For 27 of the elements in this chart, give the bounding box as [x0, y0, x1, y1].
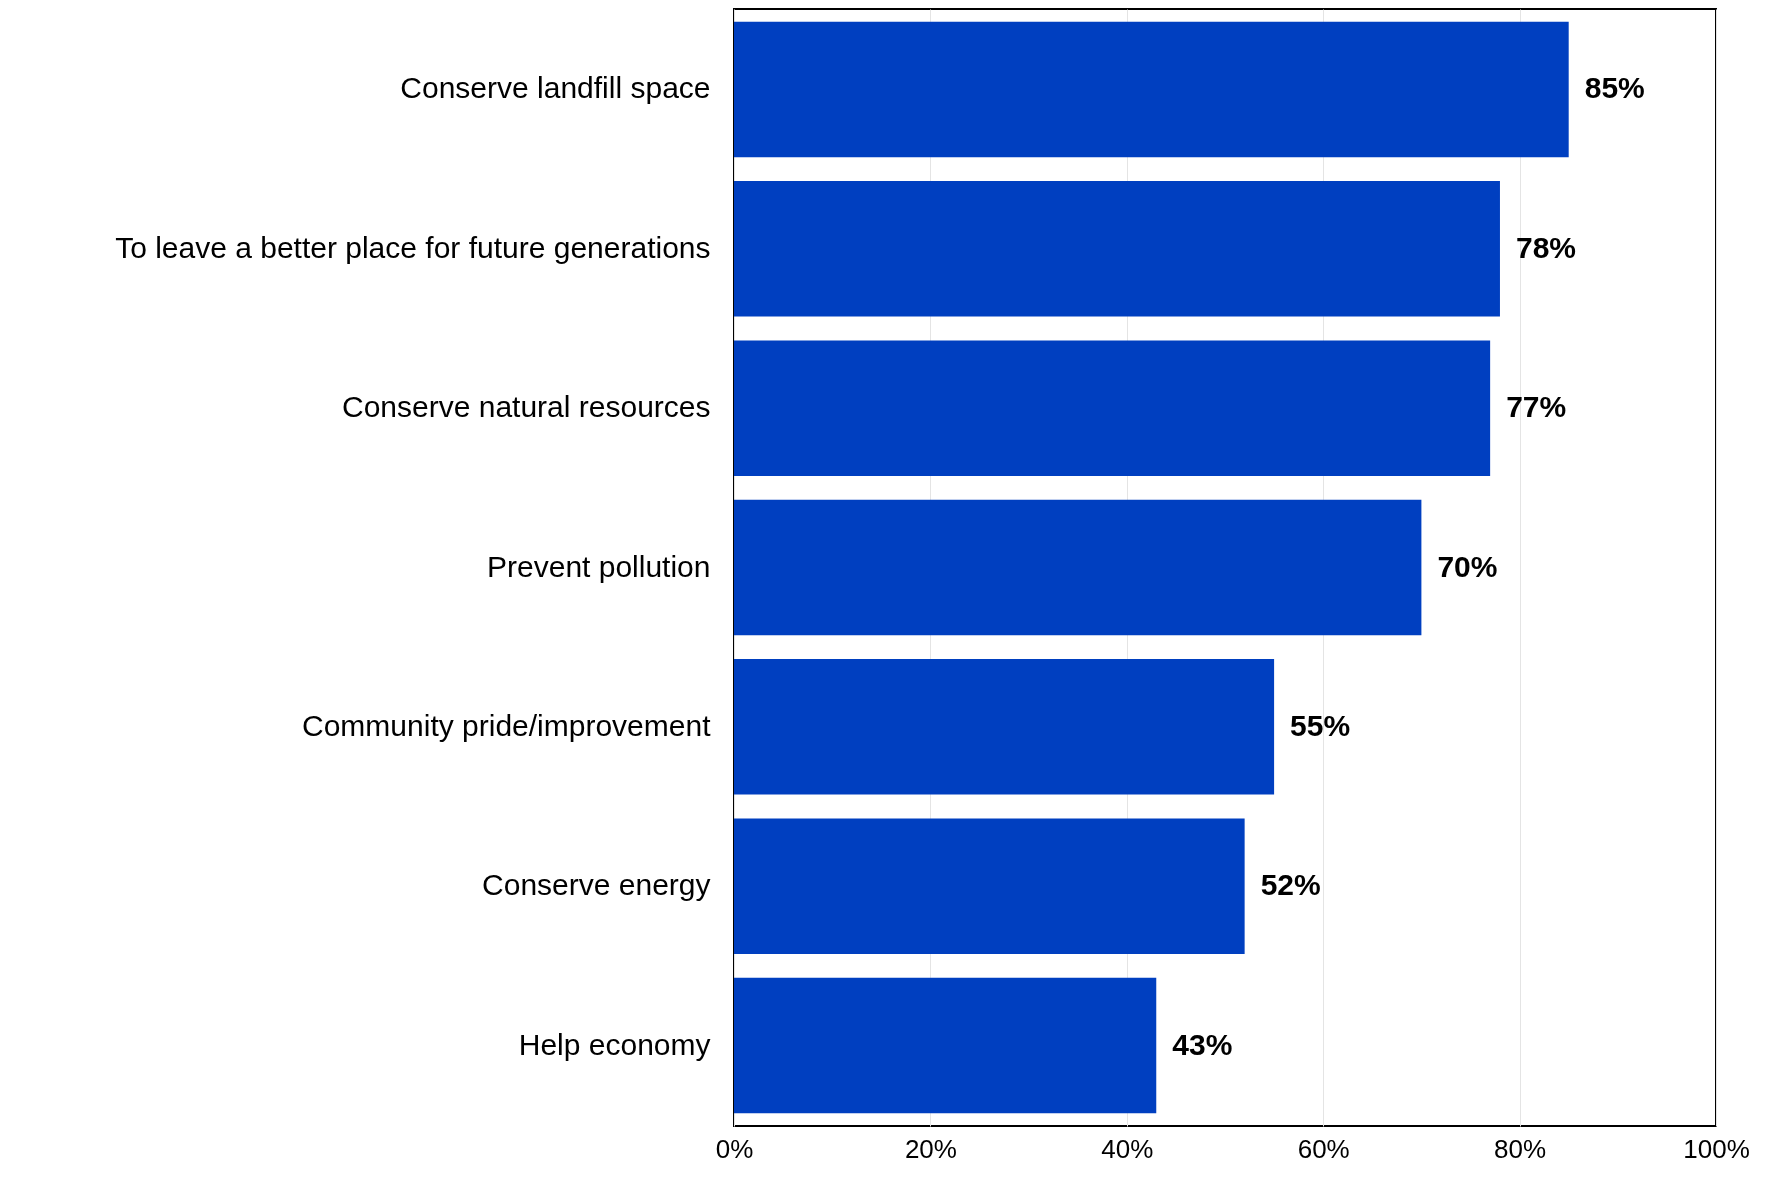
bar: [734, 818, 1245, 954]
bar: [734, 659, 1275, 795]
data-label: 78%: [1515, 230, 1577, 264]
x-tick-label: 20%: [904, 1133, 957, 1164]
x-tick-label: 60%: [1297, 1133, 1350, 1164]
data-label: 70%: [1437, 549, 1498, 583]
x-tick-label: 80%: [1494, 1133, 1547, 1164]
data-label: 85%: [1584, 71, 1645, 105]
y-tick-label: Conserve energy: [482, 868, 711, 902]
y-tick-label: Prevent pollution: [487, 549, 711, 583]
bar: [734, 340, 1491, 476]
y-tick-label: Community pride/improvement: [302, 708, 712, 742]
bar: [734, 499, 1422, 636]
data-label: 55%: [1290, 708, 1351, 742]
bar: [734, 977, 1157, 1114]
y-tick-label: To leave a better place for future generations: [115, 230, 711, 264]
x-tick-label: 40%: [1101, 1133, 1154, 1164]
data-label: 43%: [1172, 1027, 1233, 1061]
y-tick-label: Conserve natural resources: [341, 390, 711, 424]
y-tick-label: Conserve landfill space: [400, 71, 711, 105]
y-tick-label: Help economy: [518, 1027, 711, 1061]
data-label: 52%: [1260, 868, 1321, 902]
bar: [734, 21, 1569, 158]
x-tick-label: 100%: [1683, 1133, 1750, 1164]
bar: [734, 181, 1500, 317]
data-label: 77%: [1506, 390, 1567, 424]
x-tick-label: 0%: [715, 1133, 754, 1164]
